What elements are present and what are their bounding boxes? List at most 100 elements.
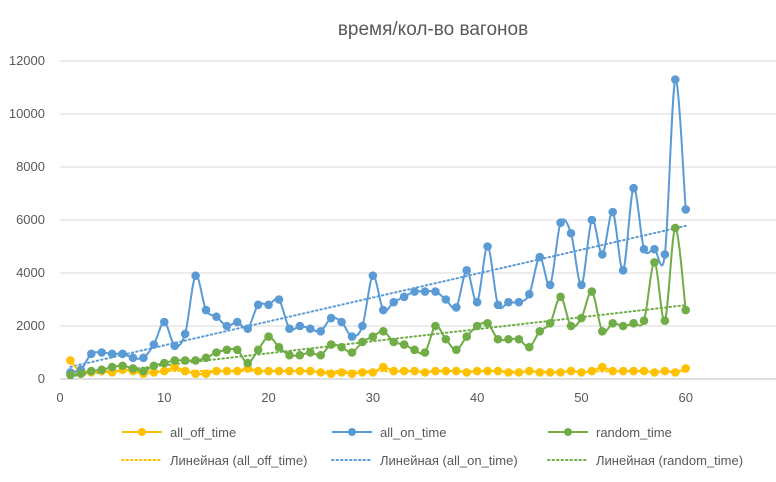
data-point	[347, 348, 357, 357]
data-point	[358, 321, 367, 331]
data-point	[191, 356, 200, 365]
data-point	[107, 362, 117, 372]
data-point	[180, 366, 190, 376]
data-point	[670, 368, 680, 377]
data-point	[493, 334, 503, 344]
data-point	[514, 368, 524, 377]
data-point	[504, 297, 513, 307]
data-point	[139, 353, 148, 363]
data-point	[191, 369, 200, 379]
data-point	[264, 366, 273, 376]
data-point	[97, 348, 107, 357]
x-tick-label: 50	[574, 390, 588, 405]
data-point	[483, 242, 492, 251]
data-point	[629, 366, 638, 376]
data-point	[337, 342, 346, 352]
trend-lines	[69, 224, 687, 378]
grid-lines	[60, 60, 776, 380]
data-point	[462, 266, 472, 275]
data-point	[358, 337, 367, 347]
x-tick-label: 0	[56, 390, 63, 405]
data-point	[107, 349, 117, 359]
data-point	[462, 368, 472, 377]
data-point	[524, 342, 534, 352]
data-point	[483, 319, 492, 328]
data-point	[264, 332, 273, 341]
data-point	[128, 364, 138, 373]
data-point	[285, 324, 294, 333]
data-point	[639, 244, 649, 254]
data-point	[451, 366, 461, 376]
data-point	[608, 319, 618, 328]
data-point	[159, 358, 169, 368]
y-tick-label: 4000	[16, 265, 45, 280]
data-point	[378, 327, 388, 336]
data-point	[305, 366, 315, 376]
data-point	[201, 369, 211, 379]
data-point	[232, 345, 242, 355]
y-axis: 0 2000 4000 6000 8000 10000 12000	[9, 53, 45, 386]
data-point	[566, 366, 576, 376]
data-point	[232, 317, 242, 327]
data-point	[431, 321, 440, 331]
legend-item: all_off_time	[122, 425, 236, 440]
legend-label: random_time	[596, 425, 672, 440]
legend-item: Линейная (all_off_time)	[121, 453, 307, 468]
series-line	[70, 226, 687, 377]
series-all-on-time	[66, 75, 691, 377]
data-point	[295, 366, 305, 376]
data-point	[180, 329, 190, 339]
data-point	[86, 349, 96, 359]
data-point	[441, 334, 451, 344]
data-point	[556, 292, 565, 302]
data-point	[410, 287, 419, 296]
data-point	[399, 292, 409, 302]
legend-label: all_off_time	[170, 425, 236, 440]
data-point	[587, 366, 597, 376]
data-point	[431, 366, 440, 376]
data-point	[618, 266, 628, 275]
data-point	[650, 368, 659, 377]
data-point	[212, 348, 221, 357]
legend-marker	[138, 428, 146, 436]
data-point	[483, 366, 492, 376]
data-point	[191, 271, 200, 280]
data-point	[451, 303, 461, 312]
data-point	[577, 280, 586, 290]
data-point	[431, 287, 440, 296]
data-point	[76, 369, 86, 379]
data-point	[545, 319, 555, 328]
data-point	[316, 327, 326, 336]
data-point	[535, 327, 545, 336]
data-point	[389, 366, 399, 376]
data-point	[504, 334, 513, 344]
data-point	[566, 228, 576, 238]
x-tick-label: 30	[366, 390, 380, 405]
data-point	[368, 332, 378, 341]
chart-title: время/кол-во вагонов	[338, 19, 528, 40]
legend-marker	[348, 428, 356, 436]
data-point	[545, 280, 555, 290]
data-point	[587, 215, 597, 225]
data-point	[118, 349, 127, 359]
data-point	[639, 316, 649, 326]
data-point	[326, 340, 336, 349]
data-point	[128, 353, 138, 363]
x-axis: 0 10 20 30 40 50 60	[56, 390, 693, 405]
data-point	[389, 337, 399, 347]
data-point	[201, 305, 211, 315]
data-point	[149, 361, 159, 371]
data-point	[629, 319, 638, 328]
data-point	[274, 295, 284, 304]
data-point	[253, 300, 263, 310]
data-point	[326, 369, 336, 379]
data-point	[608, 207, 618, 217]
data-point	[378, 362, 388, 372]
data-point	[368, 271, 378, 280]
series-random-time	[66, 223, 691, 380]
series-all-off-time	[66, 356, 691, 379]
y-tick-label: 0	[38, 371, 45, 386]
data-point	[670, 223, 680, 233]
legend-label: Линейная (all_on_time)	[380, 453, 518, 468]
x-tick-label: 40	[470, 390, 484, 405]
